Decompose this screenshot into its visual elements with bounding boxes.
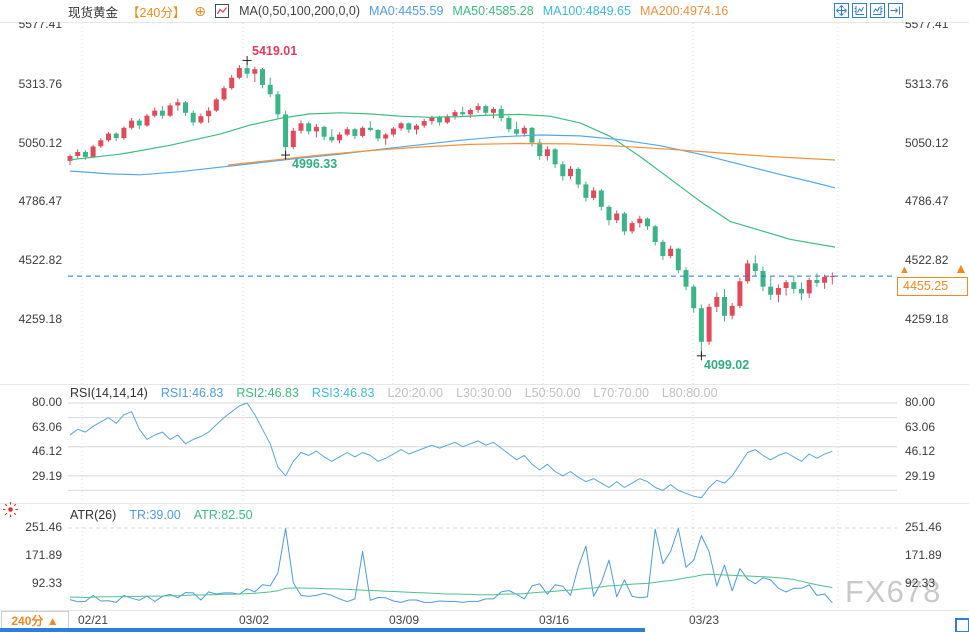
rsi-title: RSI(14,14,14): [70, 386, 148, 400]
rsi-l70-label: L70:70.00: [593, 386, 649, 400]
rsi-l50-label: L50:50.00: [524, 386, 581, 400]
y-axis-label-left: 251.46: [25, 520, 62, 534]
rsi1-value: RSI1:46.83: [160, 386, 224, 400]
high-price-annotation: 5419.01: [252, 44, 298, 58]
live-indicator-icon: [3, 502, 18, 517]
axis-scale-right-icon[interactable]: [870, 3, 885, 18]
x-axis-label: 03/16: [539, 612, 570, 627]
low2-price-annotation: 4099.02: [704, 358, 750, 372]
x-axis-label: 03/23: [689, 612, 720, 627]
y-axis-label-left: 92.33: [31, 576, 62, 590]
y-axis-label-right: 46.12: [905, 444, 936, 459]
y-axis-label-left: 5313.76: [18, 77, 62, 91]
symbol-label: 现货黄金: [68, 5, 119, 20]
pan-icon[interactable]: [834, 3, 849, 18]
y-axis-label-right: 63.06: [905, 419, 936, 434]
y-axis-label-left: 63.06: [31, 419, 62, 434]
chart-header: 现货黄金 【240分】 ⊕ MA(0,50,100,200,0,0) MA0:4…: [0, 0, 969, 22]
y-axis-label-left: 46.12: [31, 444, 62, 459]
axis-scale-left-icon[interactable]: [852, 3, 867, 18]
y-axis-label-left: 80.00: [31, 395, 62, 409]
atr-panel-divider: [0, 503, 969, 504]
period-selector-button[interactable]: 240分 ▲: [1, 611, 69, 631]
y-axis-label-right: 29.19: [905, 469, 936, 483]
y-axis-label-right: 80.00: [905, 395, 936, 409]
shift-right-icon[interactable]: [888, 3, 903, 18]
header-divider: [0, 22, 969, 23]
last-price-tag: 4455.25: [897, 277, 968, 296]
atr-title: ATR(26): [70, 508, 117, 522]
price-up-arrow-icon: ▲: [899, 264, 910, 276]
rsi-panel-divider: [0, 384, 969, 385]
rsi-l80-label: L80:80.00: [661, 386, 718, 400]
watermark: FX678: [845, 574, 942, 609]
chart-type-icon[interactable]: [215, 3, 230, 19]
atr-panel-header: ATR(26) TR:39.00 ATR:82.50: [70, 508, 253, 522]
ma-settings-label: MA(0,50,100,200,0,0): [239, 4, 361, 18]
add-indicator-icon[interactable]: ⊕: [194, 3, 207, 19]
y-axis-label-left: 4786.47: [18, 194, 62, 208]
low1-price-annotation: 4996.33: [292, 157, 338, 171]
corner-resize-box[interactable]: [955, 618, 969, 632]
y-axis-label-left: 171.89: [25, 548, 62, 562]
rsi-l30-label: L30:30.00: [456, 386, 512, 400]
y-axis-label-left: 29.19: [31, 469, 62, 483]
bottom-scrollbar[interactable]: [0, 628, 645, 632]
x-axis-label: 03/02: [239, 612, 270, 627]
atr-value: ATR:82.50: [193, 508, 253, 522]
y-axis-label-left: 4522.82: [18, 252, 62, 267]
y-axis-label-right: 4522.82: [905, 252, 949, 267]
y-axis-label-right: 5313.76: [905, 77, 949, 91]
rsi2-value: RSI2:46.83: [236, 386, 299, 400]
y-axis-label-left: 5050.12: [18, 135, 62, 150]
rsi3-value: RSI3:46.83: [311, 386, 375, 400]
rsi-l20-label: L20:20.00: [387, 386, 444, 400]
y-axis-label-right: 251.46: [905, 520, 942, 534]
x-axis-line: [0, 610, 969, 611]
edge-up-arrow-icon: ▲: [954, 260, 968, 276]
y-axis-label-right: 4259.18: [905, 312, 949, 326]
y-axis-label-left: 4259.18: [18, 312, 62, 326]
chart-toolbar: [834, 3, 903, 18]
y-axis-label-right: 4786.47: [905, 194, 949, 208]
ma100-value: MA100:4849.65: [542, 4, 631, 18]
y-axis-label-right: 92.33: [905, 576, 936, 590]
x-axis-label: 02/21: [78, 612, 109, 627]
tr-value: TR:39.00: [129, 508, 181, 522]
x-axis-label: 03/09: [389, 612, 420, 627]
rsi-panel-header: RSI(14,14,14) RSI1:46.83 RSI2:46.83 RSI3…: [70, 386, 718, 400]
ma0-value: MA0:4455.59: [369, 4, 444, 18]
ma50-value: MA50:4585.28: [452, 4, 534, 18]
y-axis-label-right: 5050.12: [905, 135, 949, 150]
ma200-value: MA200:4974.16: [639, 4, 729, 18]
y-axis-label-right: 171.89: [905, 548, 942, 562]
period-label[interactable]: 【240分】: [127, 5, 186, 20]
